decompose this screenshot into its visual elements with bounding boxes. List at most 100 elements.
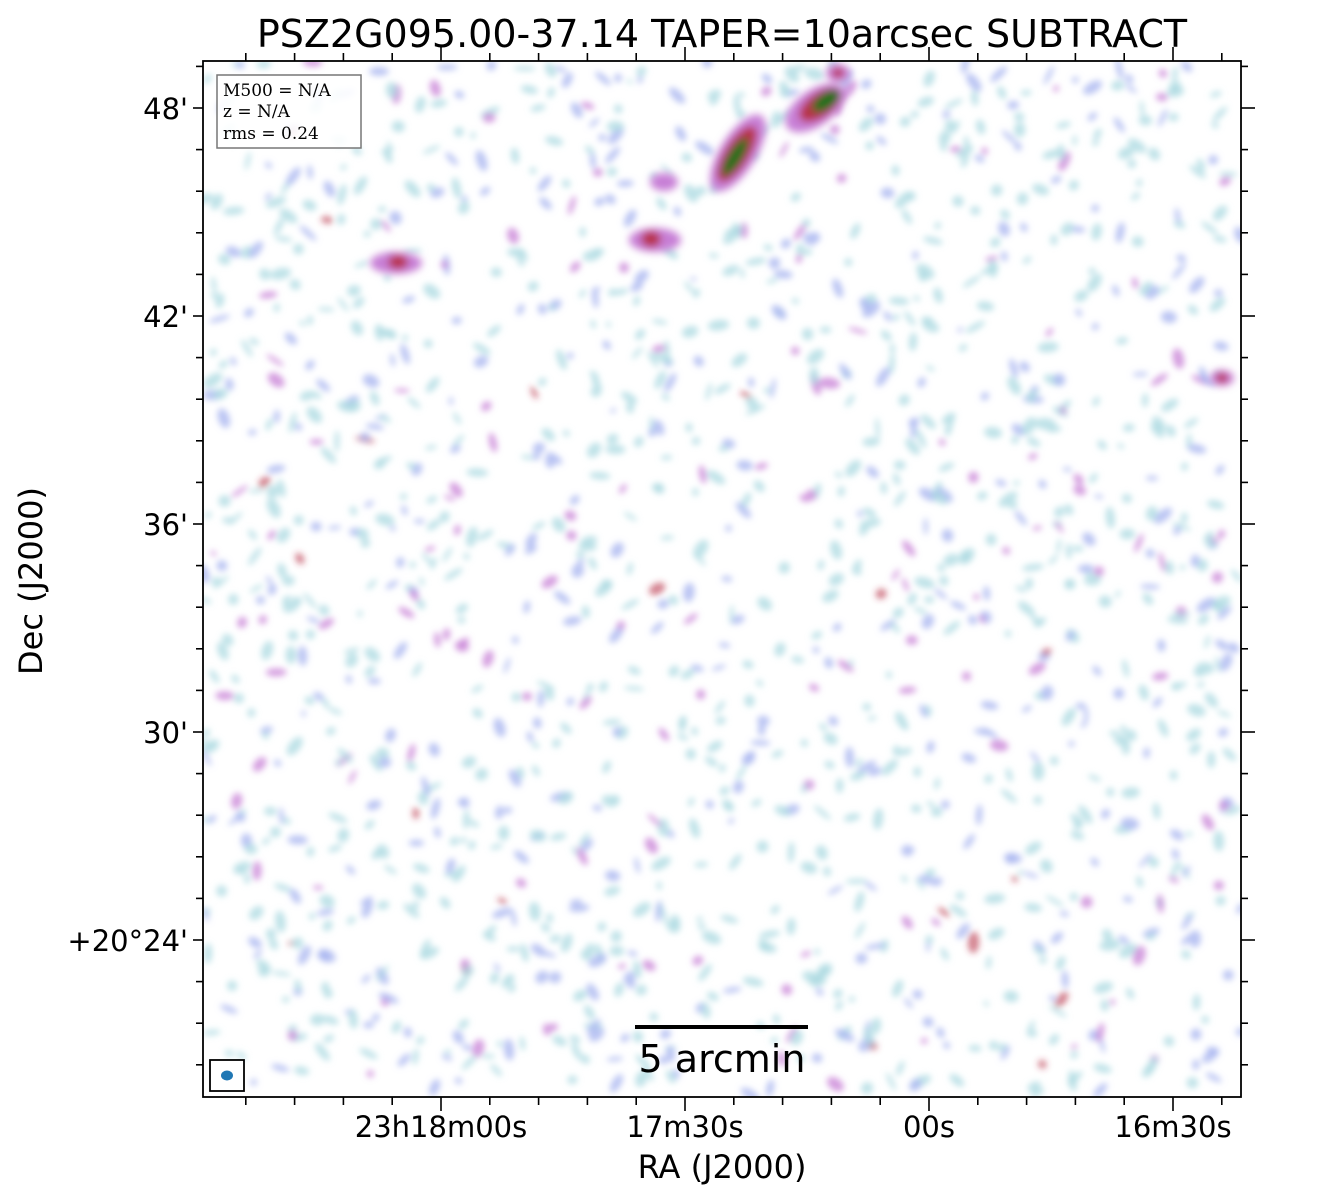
noise-blob: [320, 216, 334, 224]
noise-blob: [380, 220, 391, 232]
noise-blob: [651, 319, 668, 325]
noise-blob: [421, 552, 435, 567]
noise-blob: [863, 1026, 874, 1047]
noise-blob: [845, 459, 862, 477]
noise-blob: [875, 588, 887, 600]
x-axis-label: RA (J2000): [638, 1148, 807, 1186]
noise-blob: [1070, 830, 1085, 840]
noise-blob: [316, 379, 331, 392]
noise-blob: [541, 923, 551, 933]
noise-blob: [791, 298, 800, 304]
noise-blob: [507, 983, 516, 993]
noise-blob: [480, 186, 491, 196]
noise-blob: [1196, 158, 1206, 172]
noise-blob: [402, 248, 422, 254]
noise-blob: [457, 616, 466, 624]
noise-blob: [943, 1041, 951, 1050]
noise-blob: [403, 1027, 412, 1038]
noise-blob: [1118, 943, 1137, 959]
noise-blob: [1186, 728, 1201, 742]
noise-blob: [308, 912, 316, 920]
noise-blob: [960, 61, 970, 74]
noise-blob: [613, 288, 629, 296]
noise-blob: [985, 533, 997, 546]
noise-blob: [790, 346, 800, 356]
noise-blob: [728, 818, 735, 824]
noise-blob: [424, 546, 436, 552]
noise-blob: [541, 575, 558, 589]
noise-blob: [570, 102, 583, 119]
noise-blob: [901, 915, 913, 930]
noise-blob: [1208, 155, 1219, 165]
noise-blob: [1124, 74, 1134, 84]
noise-blob: [862, 703, 872, 711]
noise-blob: [757, 596, 772, 611]
noise-blob: [393, 641, 408, 659]
noise-blob: [602, 340, 611, 350]
noise-blob: [1125, 729, 1137, 741]
noise-blob: [451, 316, 462, 325]
noise-blob: [312, 885, 324, 890]
noise-blob: [595, 71, 612, 86]
noise-blob: [802, 218, 811, 228]
noise-blob: [401, 505, 408, 516]
noise-blob: [449, 482, 463, 498]
noise-blob: [248, 936, 262, 949]
noise-blob: [409, 561, 416, 569]
noise-blob: [1092, 139, 1099, 147]
noise-blob: [1196, 681, 1205, 688]
noise-blob: [876, 136, 887, 146]
noise-blob: [944, 98, 963, 109]
noise-blob: [286, 167, 301, 186]
info-m500: M500 = N/A: [223, 81, 332, 101]
noise-blob: [349, 506, 357, 516]
noise-blob: [893, 460, 906, 470]
noise-blob: [203, 907, 209, 922]
noise-blob: [1011, 875, 1019, 883]
source-compact-1: [629, 228, 681, 252]
noise-blob: [287, 1030, 298, 1041]
noise-blob: [466, 526, 478, 548]
noise-blob: [739, 391, 753, 399]
noise-blob: [585, 145, 595, 156]
noise-blob: [926, 740, 935, 754]
noise-blob: [1217, 529, 1226, 539]
noise-blob: [318, 618, 334, 630]
noise-blob: [1152, 697, 1163, 708]
noise-blob: [397, 1053, 411, 1067]
noise-blob: [203, 564, 210, 584]
noise-blob: [530, 104, 546, 112]
noise-blob: [477, 529, 494, 541]
noise-blob: [541, 428, 555, 442]
noise-blob: [740, 1087, 760, 1097]
noise-blob: [714, 383, 731, 395]
noise-blob: [721, 575, 733, 582]
noise-blob: [334, 430, 340, 453]
noise-blob: [452, 1030, 464, 1044]
noise-blob: [512, 636, 519, 644]
noise-blob: [1120, 724, 1127, 735]
noise-blob: [203, 739, 220, 753]
noise-blob: [555, 65, 567, 73]
noise-blob: [880, 330, 892, 341]
noise-blob: [790, 1029, 803, 1046]
noise-blob: [715, 716, 726, 725]
noise-blob: [707, 89, 722, 102]
noise-blob: [266, 464, 286, 474]
noise-blob: [1145, 506, 1158, 521]
noise-blob: [759, 930, 781, 939]
noise-blob: [412, 662, 422, 677]
noise-blob: [301, 710, 306, 717]
noise-blob: [475, 150, 488, 172]
noise-blob: [597, 922, 607, 932]
noise-blob: [398, 606, 415, 619]
noise-blob: [864, 881, 877, 891]
noise-blob: [458, 1019, 469, 1030]
noise-blob: [983, 586, 991, 601]
noise-blob: [813, 805, 831, 820]
noise-blob: [430, 99, 448, 108]
noise-blob: [915, 428, 927, 449]
noise-blob: [1003, 990, 1019, 1003]
noise-blob: [1054, 506, 1065, 518]
noise-blob: [412, 1048, 419, 1065]
